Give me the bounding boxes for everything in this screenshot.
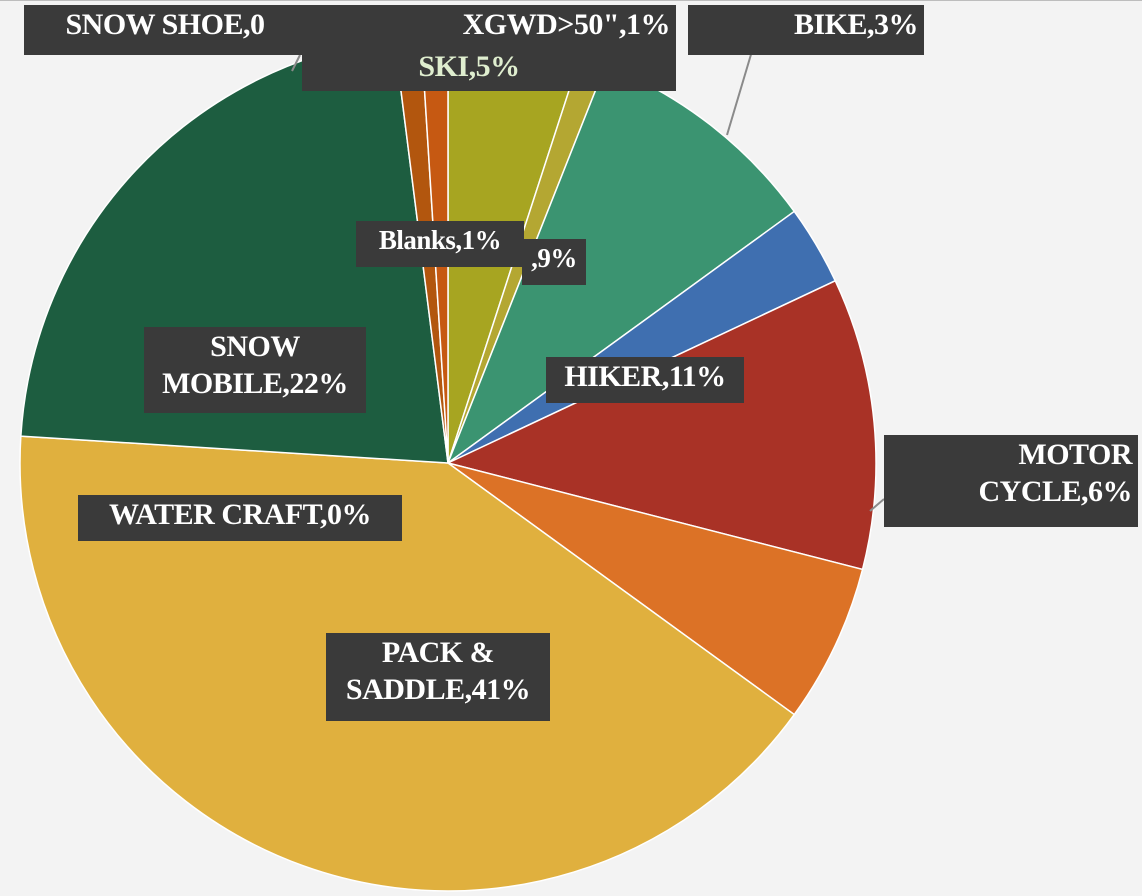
- pie-slice-5: [447, 462, 864, 716]
- label-snow-shoe: SNOW SHOE,0: [24, 5, 306, 55]
- pie-slice-4: [445, 279, 877, 571]
- leader-line-1: [726, 40, 756, 136]
- label-ski: SKI,5%: [418, 50, 520, 83]
- label-xgwd: XGWD>50",1%: [302, 5, 676, 91]
- label-bike: BIKE,3%: [688, 5, 924, 55]
- label-green-9: ,9%: [522, 239, 586, 285]
- label-pack-saddle: PACK & SADDLE,41%: [326, 633, 550, 721]
- label-snow-mobile: SNOW MOBILE,22%: [144, 327, 366, 413]
- label-motorcycle: MOTOR CYCLE,6%: [884, 435, 1138, 527]
- leader-line-2: [869, 498, 885, 512]
- label-hiker: HIKER,11%: [546, 357, 744, 403]
- label-blanks: Blanks,1%: [356, 221, 524, 267]
- label-water-craft: WATER CRAFT,0%: [78, 495, 402, 541]
- leader-line-0: [291, 54, 301, 72]
